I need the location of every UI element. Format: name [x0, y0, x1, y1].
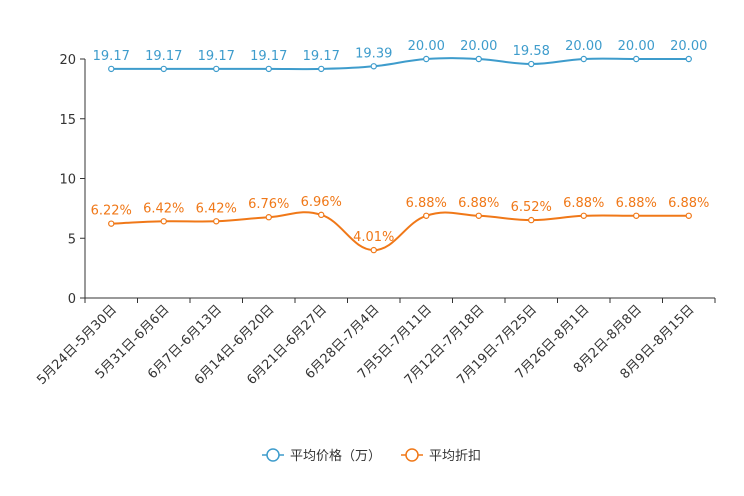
data-point — [528, 60, 535, 68]
data-point — [685, 55, 692, 63]
data-label: 6.42% — [196, 201, 237, 216]
legend-item-2: 平均折扣 — [401, 448, 481, 464]
data-point — [108, 220, 115, 227]
series-line — [111, 211, 689, 252]
legend-label: 平均折扣 — [429, 449, 481, 464]
data-label: 6.88% — [563, 196, 604, 211]
data-label: 6.88% — [616, 196, 657, 211]
data-point — [685, 212, 692, 219]
data-point — [318, 65, 325, 73]
data-point — [475, 212, 482, 219]
series-line — [111, 57, 689, 71]
y-tick-label: 20 — [59, 53, 76, 68]
data-point — [633, 55, 640, 63]
legend-item-1: 平均价格（万） — [262, 448, 381, 464]
data-label: 20.00 — [618, 39, 655, 54]
legend-label: 平均价格（万） — [290, 448, 381, 464]
legend-marker — [266, 448, 280, 462]
series-layer: 19.17 19.17 19.17 19.17 19.17 19.39 20.00 20.00… — [91, 39, 709, 254]
legend: 平均价格（万） 平均折扣 — [262, 448, 481, 464]
data-point — [265, 214, 272, 221]
data-label: 20.00 — [408, 39, 445, 54]
data-label: 19.17 — [303, 49, 340, 64]
data-point — [423, 55, 430, 63]
data-point — [528, 216, 535, 224]
data-label: 19.17 — [250, 49, 287, 64]
data-point — [265, 65, 272, 73]
data-label: 6.88% — [406, 196, 447, 211]
data-point — [370, 246, 377, 254]
data-label: 6.22% — [91, 204, 132, 219]
data-point — [475, 55, 482, 63]
data-label: 19.17 — [93, 49, 130, 64]
data-label: 6.52% — [511, 200, 552, 215]
data-label: 19.58 — [513, 44, 550, 59]
data-label: 19.39 — [355, 46, 392, 61]
data-point — [318, 211, 325, 219]
data-label: 20.00 — [670, 39, 707, 54]
data-label: 4.01% — [353, 230, 394, 245]
data-point — [423, 212, 430, 219]
y-tick-label: 0 — [68, 292, 76, 307]
y-tick-label: 15 — [59, 113, 76, 128]
series-2: 6.22% 6.42% 6.42% 6.76% 6.96% 4.01% 6.88% 6.88%… — [91, 195, 709, 254]
axes: 051015205月24日-5月30日5月31日-6月6日6月7日-6月13日6… — [34, 53, 716, 388]
data-point — [633, 212, 640, 219]
data-label: 6.88% — [668, 196, 709, 211]
data-label: 6.96% — [301, 195, 342, 210]
data-label: 6.42% — [143, 201, 184, 216]
y-tick-label: 5 — [68, 232, 76, 247]
data-point — [580, 212, 587, 219]
data-point — [213, 65, 220, 73]
data-point — [213, 218, 220, 225]
data-point — [108, 65, 115, 73]
data-point — [160, 218, 167, 225]
data-point — [370, 63, 377, 70]
data-point — [580, 55, 587, 63]
data-label: 20.00 — [565, 39, 602, 54]
data-label: 19.17 — [145, 49, 182, 64]
data-label: 6.76% — [248, 197, 289, 212]
data-label: 19.17 — [198, 49, 235, 64]
y-tick-label: 10 — [59, 173, 76, 188]
legend-marker — [405, 448, 419, 462]
data-label: 6.88% — [458, 196, 499, 211]
data-label: 20.00 — [460, 39, 497, 54]
series-1: 19.17 19.17 19.17 19.17 19.17 19.39 20.00 20.00… — [93, 39, 707, 73]
data-point — [160, 65, 167, 73]
